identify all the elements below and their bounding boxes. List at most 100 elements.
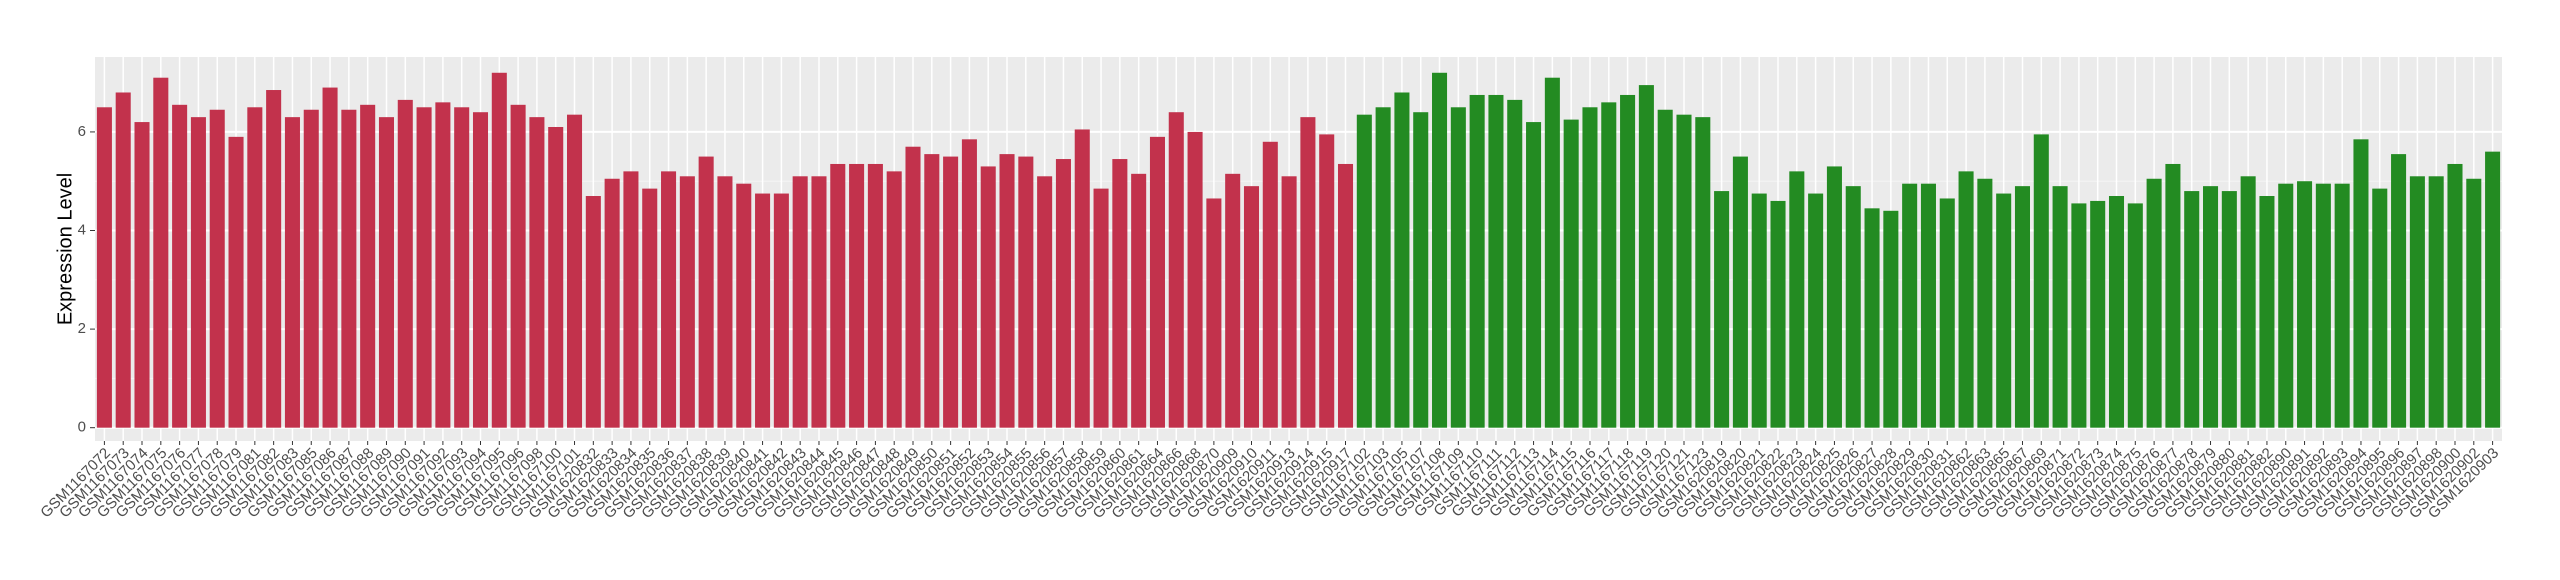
bar <box>190 117 206 428</box>
bar <box>1469 94 1485 428</box>
bar <box>886 171 902 428</box>
bar <box>867 163 883 428</box>
bar <box>1243 186 1260 428</box>
bar <box>2259 196 2275 428</box>
bar <box>2184 191 2200 428</box>
bar <box>2146 178 2162 428</box>
bar <box>1488 94 1504 428</box>
bar <box>247 107 263 428</box>
bar <box>1225 173 1241 428</box>
bar <box>755 193 771 428</box>
bar <box>2014 186 2031 428</box>
bar <box>924 154 940 428</box>
bar <box>454 107 470 428</box>
bar <box>134 122 150 428</box>
bar <box>1356 114 1372 428</box>
bar <box>717 176 733 428</box>
bar <box>529 117 545 428</box>
bar <box>1112 159 1128 428</box>
bar <box>2334 183 2350 428</box>
bar <box>548 126 564 428</box>
bar <box>2033 134 2049 428</box>
bar <box>1319 134 1335 428</box>
bar <box>1601 102 1617 428</box>
bar <box>661 171 677 428</box>
bar <box>378 117 394 428</box>
bar <box>1450 107 1466 428</box>
bar <box>1770 200 1786 428</box>
bar <box>1432 72 1448 428</box>
bar <box>604 178 620 428</box>
bar <box>2221 191 2237 428</box>
bar <box>905 146 921 428</box>
bar <box>397 99 413 428</box>
bar <box>510 104 526 428</box>
bar <box>999 154 1015 428</box>
bar <box>2090 200 2106 428</box>
bar <box>2071 203 2087 428</box>
bar <box>2240 176 2256 428</box>
bar <box>1507 99 1523 428</box>
bar <box>1808 193 1824 428</box>
y-axis-label: Expression Level <box>54 173 76 325</box>
bar <box>1920 183 1936 428</box>
bar <box>1187 131 1203 428</box>
bar <box>1826 166 1842 428</box>
bar <box>1714 191 1730 428</box>
bar <box>1526 122 1542 428</box>
bar <box>2052 186 2068 428</box>
y-tick-label: 2 <box>78 320 86 337</box>
bar <box>1902 183 1918 428</box>
bar <box>1394 92 1410 428</box>
bar <box>115 92 131 428</box>
bar <box>642 188 658 428</box>
bar <box>472 112 489 428</box>
bar <box>1657 109 1673 428</box>
bar <box>2485 151 2501 428</box>
bar <box>1037 176 1053 428</box>
bar <box>1149 136 1165 428</box>
bar <box>1695 117 1711 428</box>
bar <box>1375 107 1391 428</box>
bar <box>679 176 695 428</box>
bar <box>435 102 451 428</box>
bar <box>228 136 244 428</box>
bar <box>1413 112 1429 428</box>
bar <box>1620 94 1636 428</box>
bar <box>2297 181 2313 428</box>
bar <box>849 163 865 428</box>
bar <box>1300 117 1316 428</box>
bar <box>1093 188 1109 428</box>
bar <box>2315 183 2331 428</box>
bar <box>1206 198 1222 428</box>
bar <box>1337 163 1354 428</box>
bar <box>1996 193 2012 428</box>
bar <box>341 109 357 428</box>
bar <box>830 163 846 428</box>
bar <box>266 90 282 428</box>
bar <box>303 109 319 428</box>
bar <box>2466 178 2482 428</box>
bar <box>2165 163 2181 428</box>
bar <box>1676 114 1692 428</box>
bar <box>2278 183 2294 428</box>
bar <box>2428 176 2444 428</box>
bar <box>2372 188 2388 428</box>
bar <box>1544 77 1560 428</box>
bar <box>792 176 808 428</box>
bar <box>1262 141 1278 428</box>
bar <box>1131 173 1147 428</box>
bar <box>322 87 338 428</box>
y-tick-label: 0 <box>78 419 86 436</box>
bar <box>980 166 996 428</box>
bar <box>585 196 601 428</box>
bar <box>416 107 432 428</box>
bar <box>2447 163 2463 428</box>
bar <box>566 114 583 428</box>
bar <box>1582 107 1598 428</box>
bar <box>2203 186 2219 428</box>
y-tick-label: 6 <box>78 123 86 140</box>
bar <box>2108 196 2125 428</box>
bar <box>2409 176 2425 428</box>
